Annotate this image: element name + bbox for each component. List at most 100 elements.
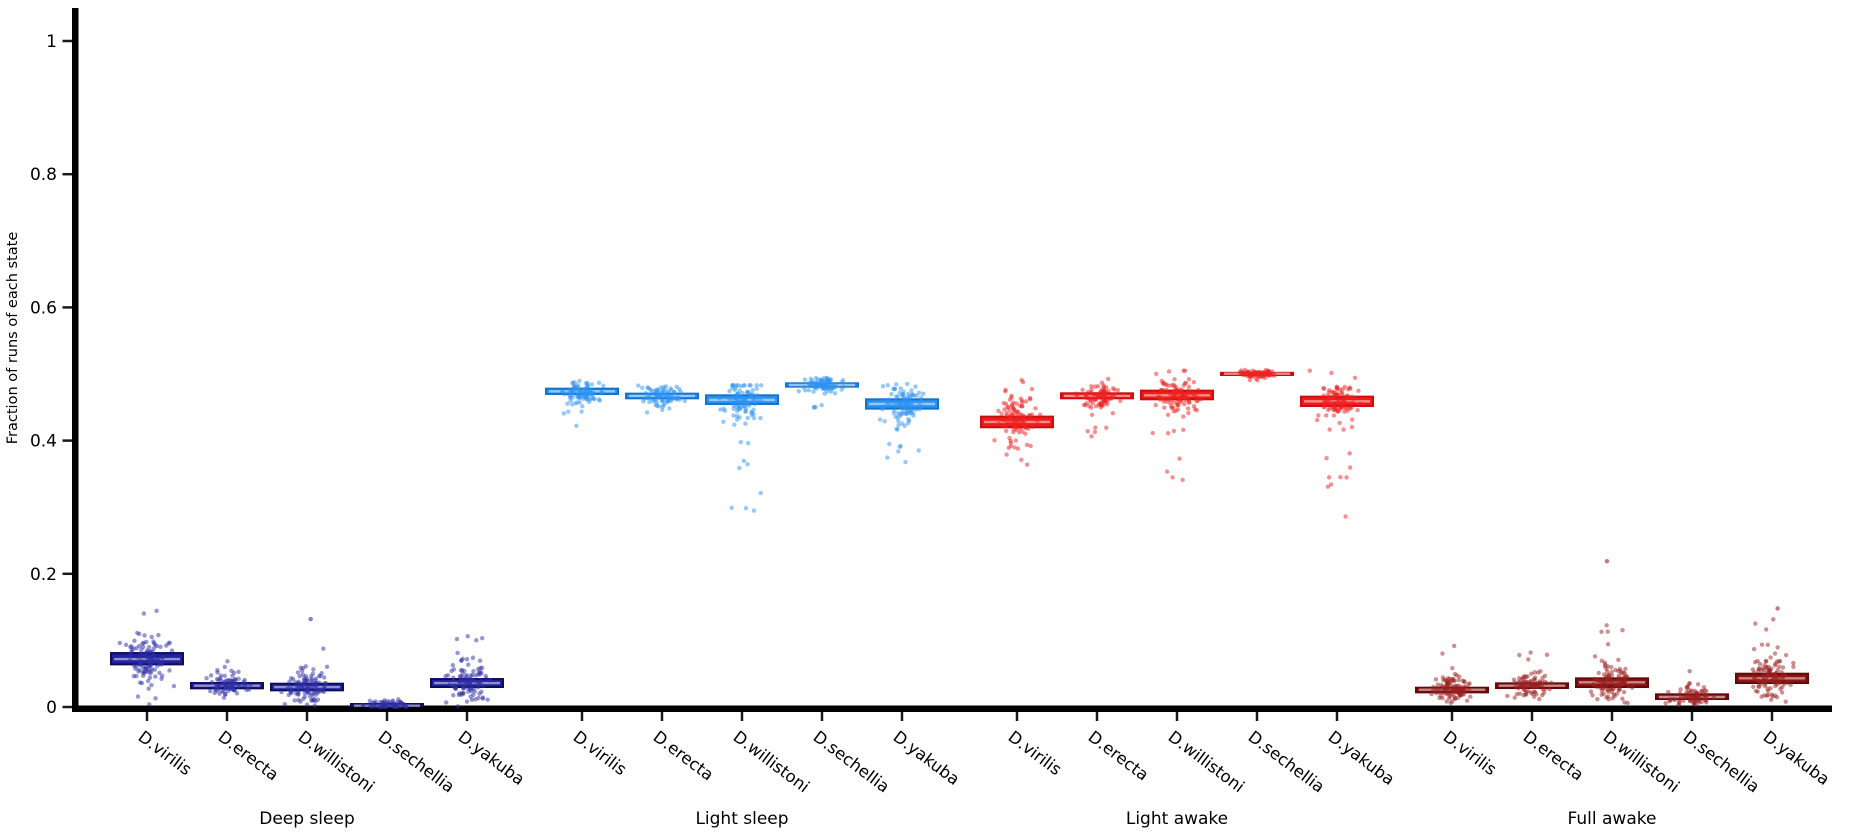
scatter-point bbox=[305, 678, 311, 684]
scatter-point bbox=[139, 647, 144, 652]
scatter-point bbox=[822, 391, 827, 396]
scatter-point bbox=[462, 685, 468, 690]
scatter-point bbox=[737, 465, 742, 471]
scatter-point bbox=[1089, 434, 1094, 439]
scatter-point bbox=[1166, 369, 1172, 374]
scatter-point bbox=[472, 689, 478, 694]
scatter-point bbox=[917, 406, 922, 412]
scatter-point bbox=[1023, 399, 1029, 404]
scatter-point bbox=[313, 683, 319, 689]
scatter-point bbox=[1529, 671, 1534, 676]
scatter-point bbox=[1468, 694, 1473, 699]
species-label: D.yakuba bbox=[1325, 727, 1399, 789]
scatter-point bbox=[992, 438, 997, 443]
scatter-point bbox=[1010, 413, 1015, 418]
scatter-point bbox=[1186, 410, 1191, 416]
scatter-point bbox=[1605, 642, 1611, 647]
scatter-point bbox=[892, 387, 897, 392]
scatter-point bbox=[1542, 673, 1548, 679]
species-label: D.virilis bbox=[1005, 727, 1066, 779]
scatter-point bbox=[479, 665, 485, 671]
scatter-point bbox=[144, 639, 149, 645]
scatter-point bbox=[132, 638, 137, 643]
scatter-point bbox=[1324, 456, 1329, 461]
scatter-point bbox=[1153, 402, 1158, 408]
scatter-point bbox=[727, 388, 732, 394]
scatter-point bbox=[743, 421, 748, 426]
scatter-point bbox=[1191, 403, 1197, 409]
scatter-point bbox=[1172, 384, 1177, 389]
scatter-point bbox=[911, 393, 917, 398]
scatter-point bbox=[480, 696, 485, 701]
scatter-point bbox=[734, 404, 739, 409]
scatter-point bbox=[1314, 417, 1320, 423]
scatter-point bbox=[1184, 394, 1190, 400]
scatter-point bbox=[1337, 408, 1342, 413]
scatter-point bbox=[169, 648, 175, 653]
scatter-point bbox=[1782, 681, 1787, 687]
scatter-point bbox=[215, 688, 220, 693]
scatter-point bbox=[999, 411, 1004, 416]
scatter-point bbox=[378, 702, 383, 707]
scatter-point bbox=[1505, 693, 1510, 699]
scatter-point bbox=[877, 417, 883, 422]
scatter-point bbox=[1334, 385, 1339, 390]
scatter-point bbox=[1622, 700, 1627, 705]
plot-area: 00.20.40.60.81D.virilis D.erecta D.willist… bbox=[30, 8, 1833, 829]
scatter-point bbox=[909, 388, 914, 393]
species-label: D.yakuba bbox=[455, 727, 529, 789]
scatter-point bbox=[1349, 417, 1355, 422]
scatter-point bbox=[1624, 674, 1630, 679]
scatter-point bbox=[1186, 377, 1192, 382]
scatter-point bbox=[1321, 404, 1327, 410]
scatter-point bbox=[1516, 680, 1522, 685]
scatter-point bbox=[471, 668, 476, 674]
scatter-point bbox=[1753, 621, 1758, 626]
scatter-point bbox=[1512, 695, 1517, 700]
scatter-point bbox=[1344, 475, 1349, 480]
scatter-point bbox=[811, 389, 816, 394]
outlier-point bbox=[308, 616, 313, 622]
scatter-point bbox=[907, 400, 912, 406]
outlier-point bbox=[1775, 606, 1780, 611]
scatter-point bbox=[1779, 690, 1785, 695]
scatter-point bbox=[1030, 417, 1036, 422]
scatter-point bbox=[218, 673, 224, 678]
scatter-point bbox=[1179, 399, 1184, 405]
scatter-point bbox=[146, 645, 152, 650]
scatter-point bbox=[1164, 469, 1170, 474]
scatter-point bbox=[1445, 691, 1450, 696]
scatter-point bbox=[316, 687, 321, 692]
scatter-point bbox=[1766, 664, 1772, 670]
scatter-point bbox=[1681, 698, 1686, 703]
scatter-point bbox=[299, 668, 305, 674]
scatter-point bbox=[158, 644, 163, 650]
scatter-point bbox=[236, 683, 241, 688]
scatter-point bbox=[1765, 642, 1770, 647]
scatter-point bbox=[727, 396, 732, 402]
scatter-point bbox=[1014, 401, 1019, 406]
scatter-point bbox=[596, 397, 602, 402]
scatter-point bbox=[1037, 412, 1043, 418]
scatter-point bbox=[678, 389, 683, 395]
scatter-point bbox=[1162, 396, 1167, 401]
species-label: D.virilis bbox=[570, 727, 631, 779]
scatter-point bbox=[1105, 393, 1110, 398]
scatter-point bbox=[1768, 655, 1773, 660]
scatter-point bbox=[222, 673, 227, 678]
scatter-point bbox=[1027, 412, 1032, 418]
scatter-point bbox=[1015, 446, 1021, 451]
scatter-point bbox=[1173, 408, 1179, 414]
scatter-point bbox=[1451, 676, 1456, 682]
scatter-point bbox=[899, 401, 904, 407]
scatter-point bbox=[717, 396, 722, 401]
scatter-point bbox=[323, 680, 328, 686]
scatter-point bbox=[913, 407, 919, 412]
scatter-point bbox=[140, 641, 145, 646]
scatter-point bbox=[566, 409, 571, 414]
scatter-point bbox=[1695, 682, 1701, 687]
scatter-point bbox=[748, 383, 753, 388]
scatter-point bbox=[1352, 375, 1358, 380]
scatter-point bbox=[1165, 412, 1171, 418]
scatter-point bbox=[1019, 404, 1025, 409]
